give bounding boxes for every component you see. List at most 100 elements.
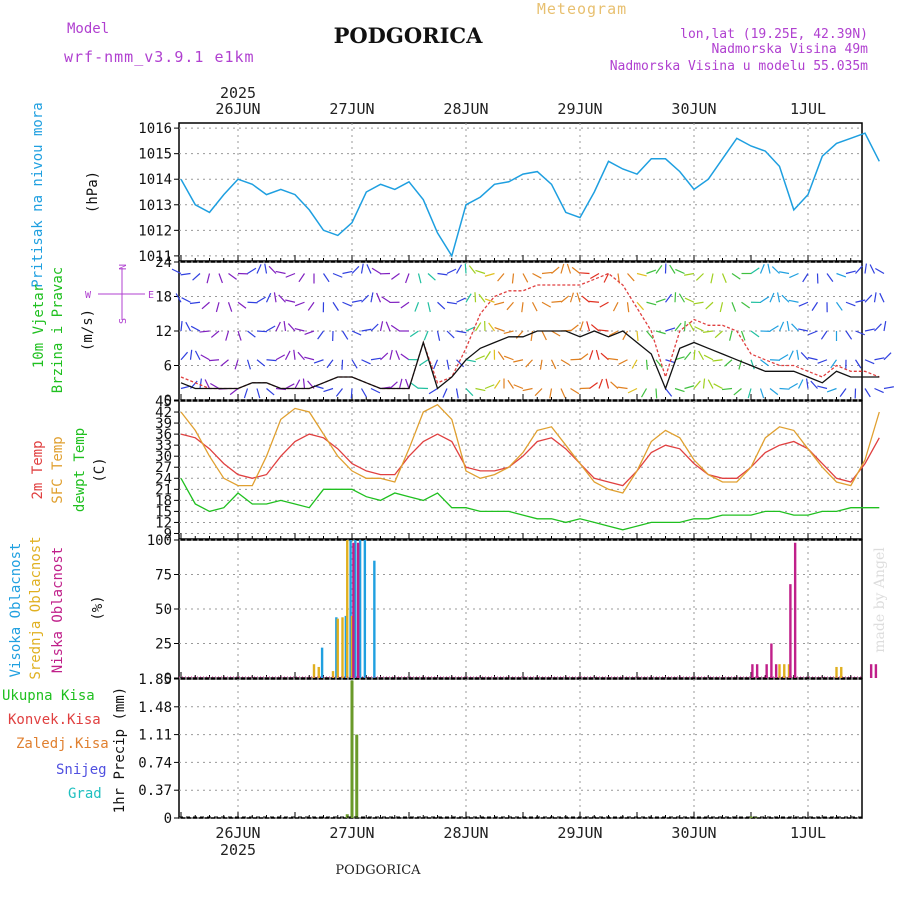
total-precip-bar <box>345 814 349 818</box>
wind-arrow <box>484 298 495 303</box>
y-tick-label: 0.74 <box>138 755 172 771</box>
day-label-top: 26JUN <box>215 100 260 118</box>
wind-arrow <box>694 326 704 332</box>
wind-arrow <box>273 292 277 303</box>
wind-arrow <box>400 353 410 361</box>
wind-arrow <box>376 292 382 303</box>
total-precip-bar <box>355 734 359 818</box>
wind-arrow <box>468 265 476 274</box>
day-label-bottom: 28JUN <box>443 824 488 842</box>
wind-arrow <box>484 351 491 361</box>
wind-arrow <box>175 293 182 303</box>
wind-arrow <box>759 388 765 399</box>
wind-arrow <box>560 263 565 274</box>
wind-arrow <box>600 352 609 361</box>
wind-arrow <box>713 383 723 390</box>
precip-panel: 0 0.37 0.74 1.11 1.48 1.85 <box>138 672 863 827</box>
wind-arrow <box>361 328 372 332</box>
wind-arrow <box>789 272 799 279</box>
wind-arrow <box>465 359 476 363</box>
wind-arrow <box>497 273 505 282</box>
wind-arrow <box>767 263 771 274</box>
wind-arrow <box>855 299 866 303</box>
wind-arrow <box>256 296 266 303</box>
wind-arrow <box>360 388 368 398</box>
wind-arrow <box>332 301 339 311</box>
wind-arrow <box>474 322 482 332</box>
wind-arrow <box>475 387 486 392</box>
wind-arrow <box>655 330 666 335</box>
wind-arrow <box>433 359 439 370</box>
wind-arrow <box>225 330 230 341</box>
wind-arrow <box>683 320 686 332</box>
wind-arrow <box>484 272 495 277</box>
wind-arrow <box>817 385 828 390</box>
wind-arrow <box>192 273 201 281</box>
y-tick-label: 1.11 <box>138 728 172 744</box>
precip-unit: 1hr Precip (mm) <box>112 687 128 813</box>
wind-arrow <box>788 350 794 361</box>
wind-arrow <box>622 330 629 341</box>
temp-ylabel-1: 2m Temp <box>30 440 46 499</box>
wind-arrow <box>332 272 343 278</box>
pressure-unit: (hPa) <box>85 171 101 213</box>
wind-arrow <box>549 388 553 399</box>
wind-arrow <box>366 264 372 274</box>
wind-arrow <box>655 359 663 368</box>
wind-arrow <box>370 387 381 394</box>
wind-arrow <box>317 330 324 340</box>
wind-arrow <box>437 272 448 276</box>
mid-cloud-bar <box>778 664 781 678</box>
wind-arrow <box>342 270 353 275</box>
wind-arrow <box>581 295 590 303</box>
wind-arrow <box>779 354 789 361</box>
y-tick-label: 1.85 <box>138 672 172 688</box>
day-label-bottom: 27JUN <box>329 824 374 842</box>
wind-arrow <box>864 294 873 303</box>
wind-arrow <box>287 323 296 332</box>
wind-arrow <box>275 321 281 332</box>
low-cloud-bar <box>765 664 768 678</box>
wind-arrow <box>494 327 505 332</box>
dewpt-line <box>180 477 880 531</box>
wind-arrow <box>560 388 566 398</box>
y-tick-label: 50 <box>155 602 172 618</box>
wind-arrow <box>455 388 459 399</box>
wind-arrow <box>247 267 257 275</box>
y-tick-label: 9 <box>164 526 172 542</box>
wind-arrow <box>791 323 799 332</box>
day-label-bottom: 26JUN <box>215 824 260 842</box>
pressure-ylabel: Pritisak na nivou mora <box>30 102 46 287</box>
wind-arrow <box>494 301 505 306</box>
wind-arrow <box>446 359 450 370</box>
y-tick-label: 100 <box>147 533 172 549</box>
wind-arrow <box>446 268 457 275</box>
wind-arrow <box>674 322 682 332</box>
precip-legend-freezing: Zaledj.Kisa <box>16 736 109 752</box>
wind-arrow <box>194 350 201 361</box>
wind-ylabel-2: Brzina i Pravac <box>50 267 66 393</box>
wind-arrow <box>521 302 524 313</box>
wind-arrow <box>826 387 837 393</box>
wind-arrow <box>427 302 431 313</box>
wind-arrow <box>511 273 515 284</box>
wind-arrow <box>579 272 590 275</box>
wind-arrow <box>551 266 560 274</box>
low-cloud-bar <box>793 542 797 678</box>
wind-arrow <box>820 330 828 340</box>
wind-arrow <box>210 330 220 338</box>
wind-arrow <box>560 295 570 303</box>
wind-arrow <box>855 265 863 274</box>
wind-arrow <box>864 263 867 274</box>
wind-arrow <box>693 349 696 360</box>
wind-arrow <box>465 293 472 303</box>
wind-arrow <box>640 388 648 398</box>
wind-arrow <box>845 330 853 340</box>
wind-arrow <box>693 380 701 389</box>
wind-arrow <box>204 379 211 389</box>
wind-arrow <box>750 359 755 370</box>
y-tick-label: 1011 <box>138 249 172 265</box>
wind-arrow <box>588 300 600 303</box>
wind-arrow <box>702 378 706 389</box>
wind-arrow <box>684 385 695 390</box>
